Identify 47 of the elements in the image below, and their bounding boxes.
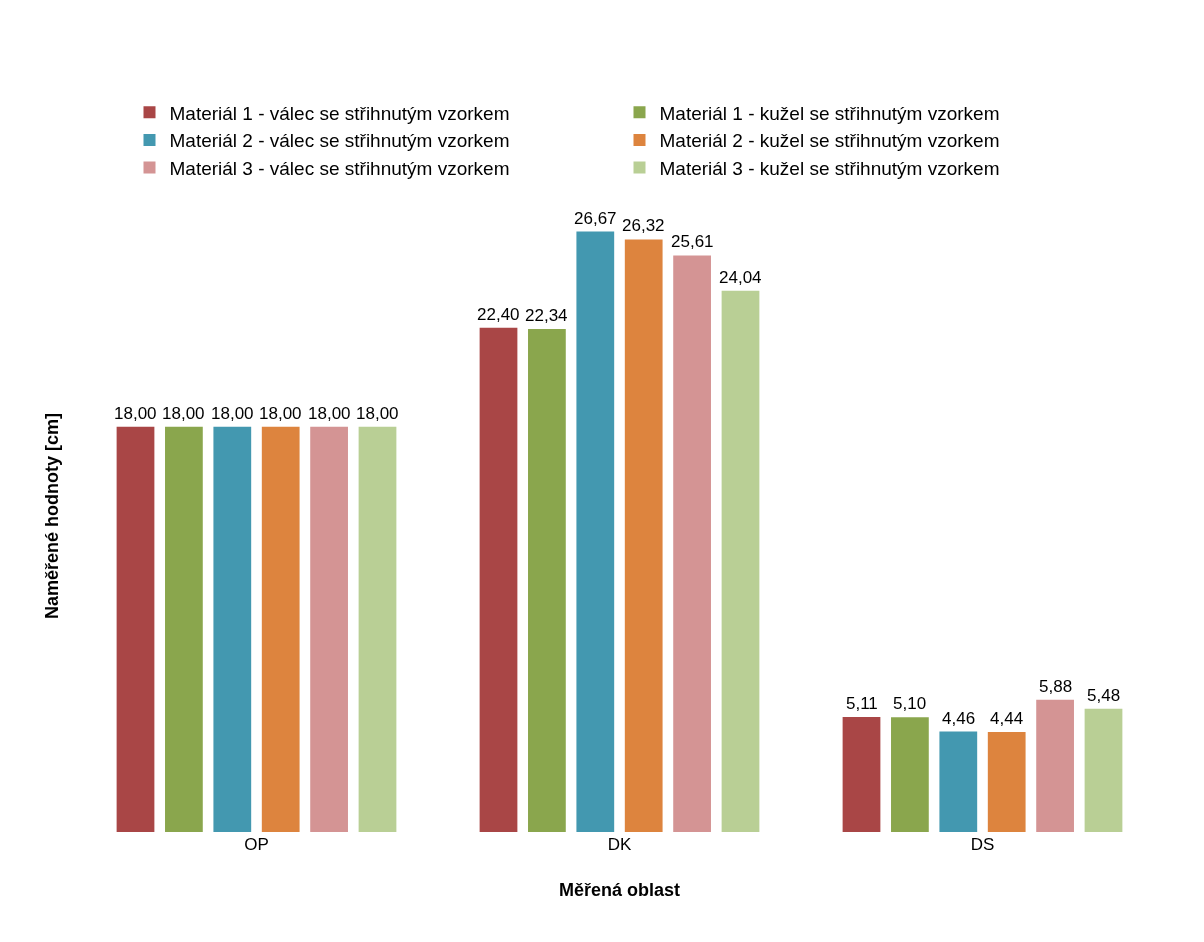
x-tick-label: OP — [244, 835, 269, 854]
legend-label: Materiál 2 - válec se střihnutým vzorkem — [169, 130, 510, 152]
bar — [479, 327, 518, 832]
bar — [213, 426, 252, 832]
x-tick-label: DK — [607, 835, 632, 854]
data-label: 25,61 — [671, 232, 714, 251]
bar — [842, 716, 881, 832]
data-label: 18,00 — [308, 404, 351, 423]
data-label: 26,32 — [622, 216, 665, 235]
data-label: 5,88 — [1039, 677, 1073, 696]
bar — [528, 329, 566, 832]
bar — [721, 290, 760, 832]
bar — [261, 426, 300, 832]
data-label: 22,40 — [477, 305, 520, 324]
bar — [165, 426, 203, 832]
data-label: 22,34 — [525, 306, 568, 325]
bar — [939, 731, 978, 832]
data-label: 18,00 — [114, 404, 157, 423]
bar — [116, 426, 155, 832]
data-label: 4,46 — [942, 709, 976, 728]
data-label: 5,48 — [1087, 686, 1121, 705]
data-label: 18,00 — [162, 404, 205, 423]
bar — [310, 426, 348, 832]
data-label: 18,00 — [356, 404, 399, 423]
x-tick-label: DS — [970, 835, 995, 854]
bar — [576, 231, 615, 832]
bar — [358, 426, 397, 832]
bar — [1036, 699, 1074, 832]
bar — [624, 239, 663, 832]
bar — [673, 255, 711, 832]
data-label: 5,11 — [846, 694, 878, 713]
y-axis-title: Naměřené hodnoty [cm] — [42, 412, 63, 620]
legend-label: Materiál 2 - kužel se střihnutým vzorkem — [659, 130, 1000, 152]
legend-label: Materiál 1 - kužel se střihnutým vzorkem — [659, 102, 1000, 124]
bar — [1084, 708, 1123, 832]
data-label: 4,44 — [990, 709, 1024, 728]
bar — [891, 717, 929, 832]
data-label: 5,10 — [893, 694, 927, 713]
data-label: 18,00 — [211, 404, 254, 423]
data-label: 26,67 — [574, 209, 617, 228]
legend-label: Materiál 3 - kužel se střihnutým vzorkem — [659, 158, 1000, 180]
bar — [987, 732, 1026, 832]
x-axis-title: Měřená oblast — [558, 880, 681, 901]
legend-label: Materiál 1 - válec se střihnutým vzorkem — [169, 102, 510, 124]
legend-label: Materiál 3 - válec se střihnutým vzorkem — [169, 158, 510, 180]
data-label: 18,00 — [259, 404, 302, 423]
data-label: 24,04 — [719, 268, 762, 287]
